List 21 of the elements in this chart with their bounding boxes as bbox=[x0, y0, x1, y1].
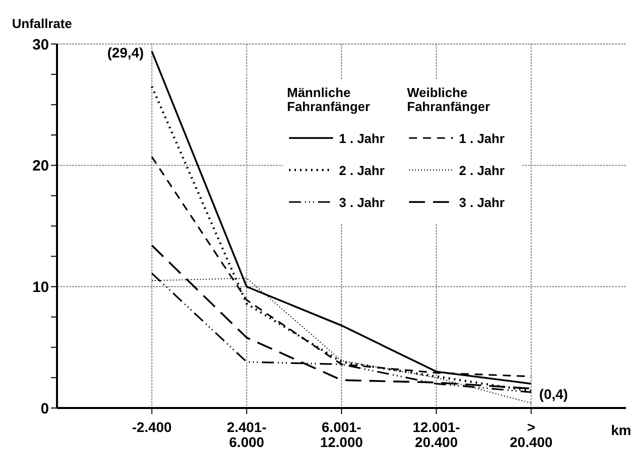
x-axis-title: km bbox=[611, 422, 632, 438]
legend-label: 3 . Jahr bbox=[339, 195, 385, 210]
annotation: (0,4) bbox=[539, 386, 568, 402]
x-tick-label: > 20.400 bbox=[510, 419, 553, 450]
y-tick-label: 30 bbox=[32, 36, 49, 54]
y-tick-label: 0 bbox=[40, 400, 49, 418]
annotation: Weibliche Fahranfänger bbox=[407, 85, 492, 114]
legend-label: 1 . Jahr bbox=[339, 131, 385, 146]
legend-label: 3 . Jahr bbox=[459, 195, 505, 210]
y-tick-label: 10 bbox=[32, 278, 49, 296]
x-tick-label: 12.001- 20.400 bbox=[412, 419, 460, 450]
annotation: (29,4) bbox=[107, 44, 144, 60]
x-tick-label: -2.400 bbox=[132, 419, 172, 435]
legend-label: 1 . Jahr bbox=[459, 131, 505, 146]
x-tick-label: 2.401- 6.000 bbox=[226, 419, 267, 450]
legend-label: 2 . Jahr bbox=[339, 163, 385, 178]
y-tick-label: 20 bbox=[32, 158, 49, 175]
annotation: Männliche Fahranfänger bbox=[287, 85, 372, 114]
legend-label: 2 . Jahr bbox=[459, 163, 505, 178]
x-tick-label: 6.001- 12.000 bbox=[320, 419, 364, 450]
y-axis-title: Unfallrate bbox=[12, 16, 72, 31]
